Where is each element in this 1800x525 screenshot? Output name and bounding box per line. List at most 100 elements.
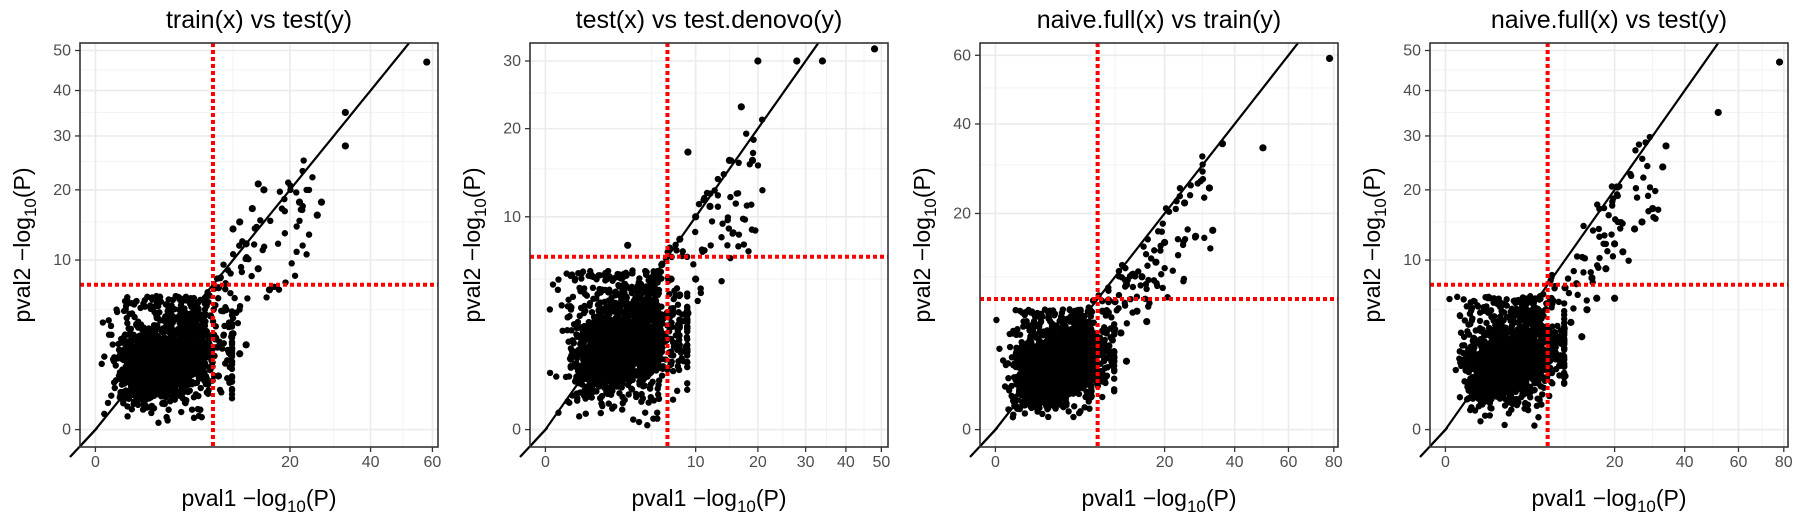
data-point (141, 297, 148, 304)
data-point (1065, 315, 1072, 323)
data-point (205, 387, 212, 394)
data-point (575, 346, 582, 354)
data-point (619, 380, 626, 387)
data-point (144, 376, 151, 383)
identity-line-tail (69, 426, 99, 458)
data-point (1108, 358, 1115, 366)
x-tick-label: 0 (541, 454, 550, 471)
data-point (1174, 251, 1182, 259)
data-point (195, 412, 203, 420)
data-point (214, 372, 223, 380)
data-point (673, 247, 680, 254)
data-point (588, 308, 596, 316)
data-point (341, 142, 349, 150)
data-point (632, 359, 639, 366)
data-point (684, 348, 691, 356)
data-point (1088, 393, 1095, 400)
data-point (1046, 348, 1053, 356)
data-point (604, 390, 611, 398)
data-point (1008, 392, 1015, 400)
data-point (637, 325, 644, 332)
data-point (175, 330, 183, 338)
x-tick-label: 40 (362, 454, 380, 471)
data-point (1176, 184, 1184, 192)
data-point (259, 246, 266, 254)
data-point (112, 362, 119, 369)
data-point (178, 408, 185, 416)
data-point (752, 227, 759, 234)
data-point (124, 413, 131, 420)
data-point (293, 248, 300, 256)
data-point (153, 314, 160, 322)
data-point (1036, 322, 1043, 330)
data-point (707, 242, 714, 249)
data-point (585, 372, 593, 379)
data-point (201, 310, 209, 318)
data-point (1142, 251, 1150, 258)
data-point (1060, 363, 1067, 370)
data-point (1039, 313, 1046, 320)
data-point (1034, 309, 1041, 317)
data-point (737, 103, 745, 111)
data-point (220, 340, 227, 347)
data-point (175, 336, 182, 343)
data-point (620, 273, 628, 280)
data-point (1070, 413, 1077, 421)
data-point (161, 346, 169, 354)
data-point (99, 319, 107, 326)
data-point (582, 345, 589, 353)
data-point (793, 57, 801, 65)
data-point (740, 241, 748, 248)
data-point (684, 336, 691, 343)
data-point (1019, 354, 1026, 361)
data-point (611, 308, 618, 315)
data-point (624, 362, 632, 370)
data-point (652, 350, 660, 358)
data-point (578, 275, 585, 282)
data-point (574, 394, 581, 402)
data-point (1068, 384, 1075, 391)
data-point (818, 57, 827, 65)
data-point (562, 373, 570, 381)
data-point (192, 323, 199, 330)
data-point (870, 45, 879, 53)
data-point (122, 331, 129, 338)
data-point (151, 374, 158, 382)
data-point (220, 331, 228, 338)
data-point (727, 193, 734, 201)
data-point (1022, 378, 1030, 385)
data-point (109, 356, 117, 363)
data-point (658, 303, 665, 310)
data-points (993, 54, 1334, 421)
data-point (624, 241, 632, 249)
data-point (231, 294, 238, 302)
data-point (549, 281, 557, 288)
data-point (589, 342, 596, 349)
data-point (152, 334, 159, 342)
data-point (150, 405, 158, 412)
data-point (642, 322, 650, 330)
data-point (254, 265, 262, 273)
data-point (1056, 387, 1064, 395)
data-point (242, 341, 250, 349)
data-point (570, 352, 577, 359)
data-point (648, 309, 656, 317)
data-point (117, 376, 125, 383)
data-point (227, 351, 234, 359)
chart-title: train(x) vs test(y) (166, 6, 352, 34)
data-point (642, 271, 650, 278)
data-point (1144, 262, 1151, 269)
data-point (674, 301, 682, 308)
data-point (749, 149, 757, 157)
data-point (604, 318, 612, 326)
data-point (1140, 243, 1147, 250)
data-point (633, 392, 641, 399)
data-point (725, 225, 732, 232)
data-point (177, 350, 185, 357)
data-point (1084, 318, 1092, 326)
data-point (1159, 220, 1166, 227)
x-tick-label: 40 (837, 454, 855, 471)
data-point (1201, 194, 1208, 201)
data-point (181, 379, 188, 386)
data-point (1021, 410, 1029, 417)
